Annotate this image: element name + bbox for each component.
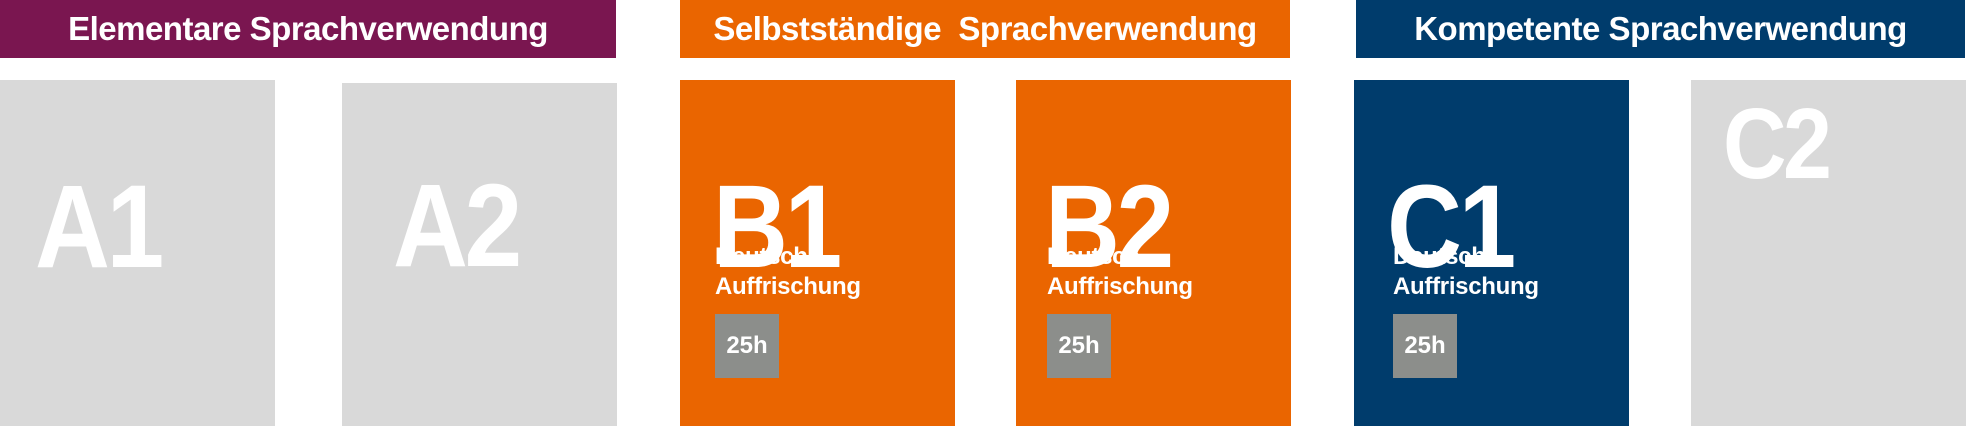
- level-code: C2: [1723, 88, 1832, 200]
- level-card-c1: C1 Deutsch Auffrischung 25h: [1354, 80, 1629, 426]
- course-title: Deutsch Auffrischung: [1047, 242, 1193, 302]
- course-title-line1: Deutsch: [1393, 243, 1486, 270]
- level-code: C1: [1387, 161, 1516, 293]
- course-title-line1: Deutsch: [715, 243, 808, 270]
- level-card-c2: C2: [1691, 80, 1966, 426]
- course-title: Deutsch Auffrischung: [1393, 242, 1539, 302]
- level-code: B2: [1045, 161, 1174, 293]
- course-title: Deutsch Auffrischung: [715, 242, 861, 302]
- level-code: A2: [393, 160, 522, 292]
- course-title-line1: Deutsch: [1047, 243, 1140, 270]
- level-code: B1: [713, 161, 842, 293]
- hours-badge: 25h: [715, 314, 779, 378]
- course-title-line2: Auffrischung: [1393, 273, 1539, 300]
- level-card-a1: A1: [0, 80, 275, 426]
- course-title-line2: Auffrischung: [715, 273, 861, 300]
- level-card-b1: B1 Deutsch Auffrischung 25h: [680, 80, 955, 426]
- level-card-a2: A2: [342, 83, 617, 426]
- group-header-independent: Selbstständige Sprachverwendung: [680, 0, 1290, 58]
- hours-badge: 25h: [1047, 314, 1111, 378]
- group-header-elementary: Elementare Sprachverwendung: [0, 0, 616, 58]
- hours-badge: 25h: [1393, 314, 1457, 378]
- level-card-b2: B2 Deutsch Auffrischung 25h: [1016, 80, 1291, 426]
- course-title-line2: Auffrischung: [1047, 273, 1193, 300]
- group-header-proficient: Kompetente Sprachverwendung: [1356, 0, 1965, 58]
- level-code: A1: [35, 161, 164, 293]
